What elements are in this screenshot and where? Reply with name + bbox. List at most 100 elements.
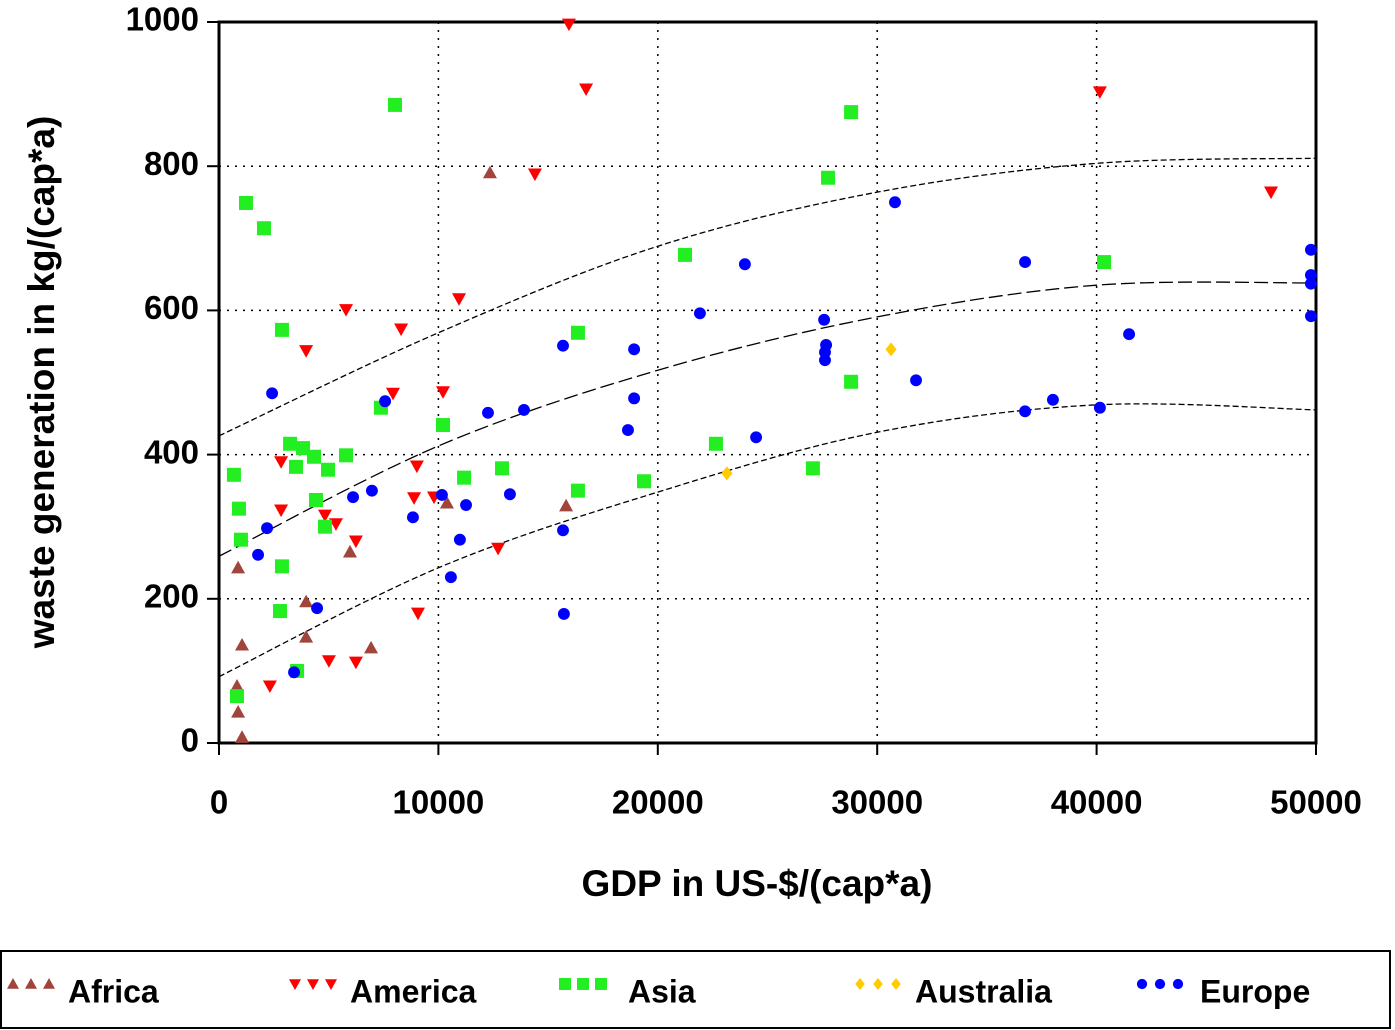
data-point: [628, 392, 641, 405]
data-point: [1123, 328, 1136, 341]
y-tick-label: 600: [144, 289, 199, 326]
data-point: [557, 607, 570, 620]
trend-curve: [218, 157, 1317, 437]
data-point: [235, 637, 250, 651]
data-point: [231, 704, 246, 718]
data-point: [307, 449, 322, 464]
data-point: [342, 544, 357, 558]
data-point: [317, 519, 332, 534]
data-point: [439, 495, 454, 509]
data-point: [385, 387, 400, 401]
data-point: [407, 492, 422, 505]
data-point: [365, 484, 378, 497]
legend-marker: [855, 978, 865, 990]
data-point: [559, 498, 574, 512]
data-point: [1305, 310, 1317, 323]
data-point: [460, 499, 472, 512]
data-point: [436, 386, 451, 399]
data-point: [410, 607, 425, 621]
y-tick-label: 800: [144, 145, 199, 182]
data-point: [229, 679, 244, 692]
legend-marker: [7, 978, 19, 989]
data-point: [693, 307, 706, 320]
data-point: [289, 459, 304, 474]
data-point: [266, 387, 279, 400]
data-point: [457, 470, 472, 485]
legend-marker: [873, 978, 883, 990]
data-point: [889, 196, 901, 209]
data-point: [557, 339, 569, 352]
legend-marker: [325, 979, 337, 990]
data-point: [570, 325, 585, 340]
data-point: [299, 345, 314, 358]
y-tick-label: 200: [144, 578, 199, 615]
legend-label: Asia: [628, 973, 696, 1009]
legend-marker: [1172, 978, 1184, 990]
data-point: [272, 604, 287, 619]
data-point: [495, 461, 510, 476]
data-point: [1019, 405, 1032, 418]
data-point: [482, 406, 494, 419]
legend-marker: [43, 978, 55, 989]
data-point: [274, 322, 289, 337]
data-point: [339, 304, 354, 317]
data-point: [1305, 243, 1317, 256]
x-tick-label: 10000: [393, 784, 485, 821]
data-point: [256, 221, 271, 236]
data-point: [636, 474, 651, 489]
data-point: [1305, 277, 1317, 290]
data-point: [557, 524, 569, 537]
data-point: [491, 542, 506, 556]
data-point: [1264, 186, 1279, 200]
legend-box: [0, 950, 1391, 1029]
data-point: [622, 424, 634, 437]
data-point: [308, 493, 323, 508]
legend-marker: [577, 978, 589, 990]
data-point: [1019, 256, 1032, 269]
data-point: [527, 168, 542, 182]
trend-curve: [218, 281, 1317, 557]
data-point: [317, 509, 332, 523]
legend-marker: [1154, 978, 1166, 990]
data-point: [708, 436, 723, 451]
data-point: [482, 165, 497, 179]
data-point: [328, 518, 343, 531]
data-point: [283, 436, 298, 451]
data-point: [364, 640, 379, 654]
x-tick-label: 20000: [612, 784, 704, 821]
data-point: [235, 730, 250, 743]
data-point: [1093, 401, 1106, 414]
legend-label: America: [350, 973, 477, 1009]
data-point: [844, 105, 859, 120]
trend-curve: [218, 403, 1317, 678]
data-point: [348, 656, 363, 670]
data-point: [261, 522, 273, 535]
data-point: [1046, 393, 1059, 406]
legend-label: Africa: [68, 973, 159, 1009]
data-point: [738, 258, 751, 271]
legend-marker: [891, 978, 901, 990]
data-point: [406, 511, 419, 524]
data-point: [721, 466, 733, 481]
data-point: [262, 680, 277, 694]
data-point: [453, 533, 466, 546]
data-point: [274, 456, 289, 469]
data-point: [321, 462, 336, 477]
data-point: [321, 655, 336, 668]
data-point: [299, 630, 314, 643]
data-point: [274, 504, 289, 518]
data-point: [518, 403, 530, 416]
data-point: [394, 323, 409, 337]
data-point: [1092, 86, 1107, 99]
data-point: [819, 354, 831, 367]
data-point: [821, 170, 836, 185]
data-point: [1305, 269, 1317, 282]
legend-marker: [307, 979, 319, 990]
data-point: [339, 448, 354, 463]
data-point: [311, 602, 324, 615]
data-point: [435, 489, 448, 501]
data-point: [274, 559, 289, 574]
y-tick-label: 400: [144, 433, 199, 470]
x-tick-label: 0: [210, 784, 228, 821]
